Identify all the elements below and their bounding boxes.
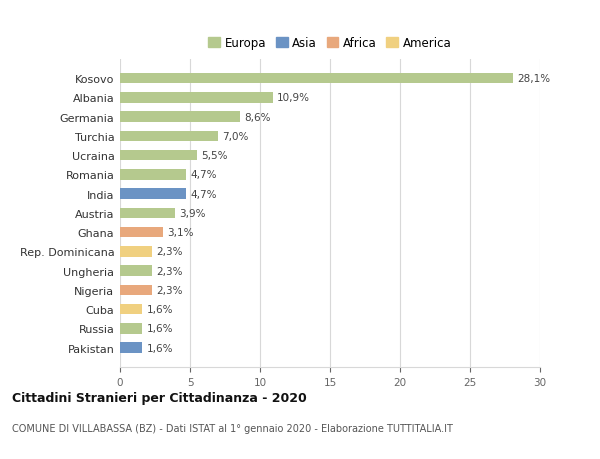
Bar xyxy=(120,304,142,315)
Text: 1,6%: 1,6% xyxy=(146,324,173,334)
Bar xyxy=(120,246,152,257)
Legend: Europa, Asia, Africa, America: Europa, Asia, Africa, America xyxy=(206,35,454,52)
Bar xyxy=(120,266,152,276)
Bar xyxy=(120,227,163,238)
Bar xyxy=(120,151,197,161)
Text: 2,3%: 2,3% xyxy=(157,247,183,257)
Text: 28,1%: 28,1% xyxy=(518,74,551,84)
Bar xyxy=(120,285,152,296)
Bar xyxy=(120,73,514,84)
Text: 8,6%: 8,6% xyxy=(245,112,271,123)
Text: 5,5%: 5,5% xyxy=(201,151,228,161)
Text: Cittadini Stranieri per Cittadinanza - 2020: Cittadini Stranieri per Cittadinanza - 2… xyxy=(12,392,307,405)
Bar xyxy=(120,93,272,103)
Bar xyxy=(120,208,175,219)
Bar xyxy=(120,170,186,180)
Text: 10,9%: 10,9% xyxy=(277,93,310,103)
Bar xyxy=(120,343,142,353)
Text: 1,6%: 1,6% xyxy=(146,343,173,353)
Bar xyxy=(120,112,241,123)
Text: 1,6%: 1,6% xyxy=(146,304,173,314)
Text: 7,0%: 7,0% xyxy=(222,132,248,141)
Bar xyxy=(120,189,186,200)
Text: 4,7%: 4,7% xyxy=(190,170,217,180)
Bar xyxy=(120,131,218,142)
Text: 2,3%: 2,3% xyxy=(157,266,183,276)
Text: 2,3%: 2,3% xyxy=(157,285,183,295)
Bar xyxy=(120,324,142,334)
Text: 4,7%: 4,7% xyxy=(190,189,217,199)
Text: 3,1%: 3,1% xyxy=(167,228,194,238)
Text: COMUNE DI VILLABASSA (BZ) - Dati ISTAT al 1° gennaio 2020 - Elaborazione TUTTITA: COMUNE DI VILLABASSA (BZ) - Dati ISTAT a… xyxy=(12,424,453,433)
Text: 3,9%: 3,9% xyxy=(179,208,205,218)
